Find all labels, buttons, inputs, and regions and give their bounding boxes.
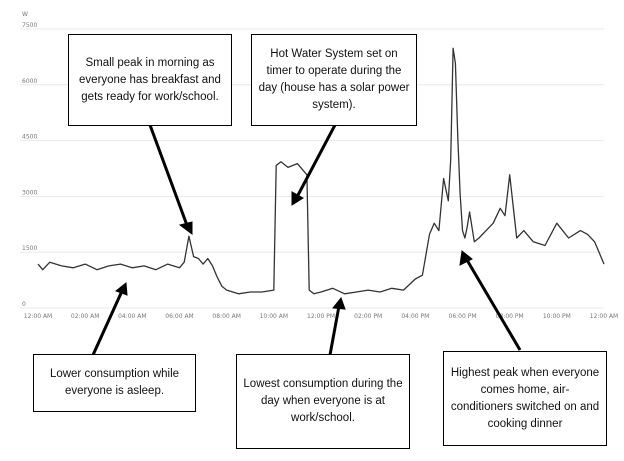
x-tick-label: 10:00 AM: [260, 313, 288, 320]
arrow-hotwater-head: [291, 191, 304, 206]
x-tick-label: 02:00 PM: [354, 313, 382, 320]
y-tick-label: 4500: [22, 134, 37, 141]
y-tick-label: 0: [22, 301, 26, 308]
annotation-arrows: [91, 124, 522, 356]
x-tick-labels: 12:00 AM 02:00 AM 04:00 AM 06:00 AM 08:00 AM…: [24, 313, 618, 320]
annotation-hot-water: Hot Water System set on timer to operate…: [251, 34, 417, 126]
x-tick-label: 12:00 AM: [590, 313, 618, 320]
x-tick-label: 12:00 AM: [24, 313, 52, 320]
y-axis-unit-label: W: [22, 11, 28, 18]
series-line: [37, 47, 605, 295]
arrow-highest: [465, 259, 522, 351]
annotation-asleep: Lower consumption while everyone is asle…: [33, 354, 196, 412]
arrow-highest-head: [459, 250, 473, 266]
x-tick-label: 08:00 AM: [212, 313, 240, 320]
x-tick-label: 04:00 PM: [401, 313, 429, 320]
y-tick-label: 6000: [22, 78, 37, 85]
arrow-asleep-head: [114, 282, 128, 296]
arrow-asleep: [91, 290, 124, 356]
annotation-highest: Highest peak when everyone comes home, a…: [443, 351, 607, 446]
arrow-morning: [148, 124, 190, 229]
x-tick-label: 08:00 PM: [496, 313, 524, 320]
x-tick-label: 10:00 PM: [543, 313, 571, 320]
x-tick-label: 12:00 PM: [307, 313, 335, 320]
y-tick-label: 7500: [22, 22, 37, 29]
y-tick-label: 1500: [22, 245, 37, 252]
arrow-morning-head: [178, 221, 193, 235]
arrow-lowest-head: [332, 296, 346, 310]
annotation-lowest: Lowest consumption during the day when e…: [236, 354, 410, 449]
x-tick-label: 06:00 PM: [449, 313, 477, 320]
y-tick-labels: 0 1500 3000 4500 6000 7500: [22, 22, 37, 308]
arrow-lowest: [328, 305, 341, 356]
x-tick-label: 04:00 AM: [118, 313, 146, 320]
y-tick-label: 3000: [22, 189, 37, 196]
x-tick-label: 06:00 AM: [165, 313, 193, 320]
x-tick-label: 02:00 AM: [71, 313, 99, 320]
arrow-hotwater: [295, 124, 337, 198]
annotation-morning: Small peak in morning as everyone has br…: [68, 34, 232, 126]
